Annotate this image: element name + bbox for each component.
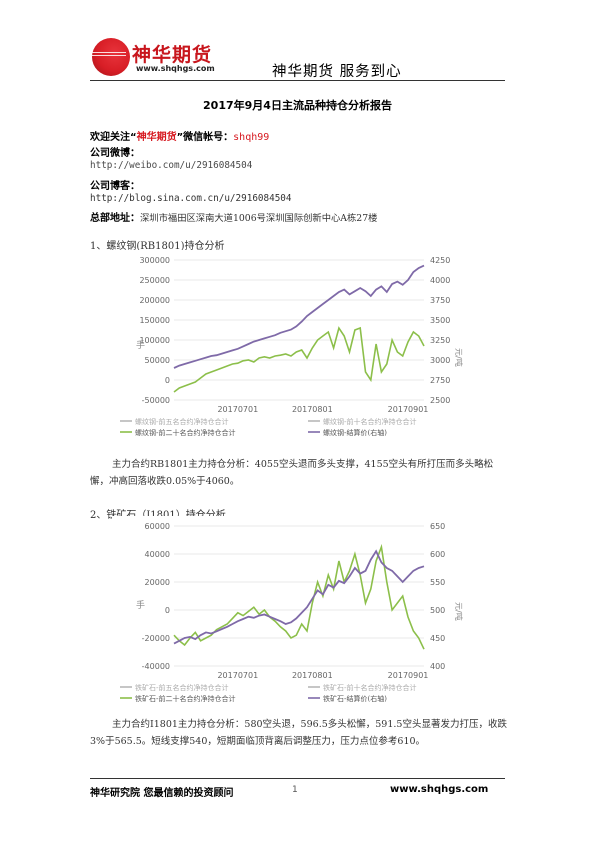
legend-label: 螺纹钢-结算价(右轴) <box>323 428 387 437</box>
y-right-axis-label: 元/吨 <box>454 602 464 621</box>
chart-series <box>173 264 425 393</box>
y-left-axis-label: 手 <box>136 599 145 611</box>
footer-website: www.shqhgs.com <box>390 784 489 795</box>
y-right-tick-label: 2750 <box>430 376 450 385</box>
series-line <box>173 549 425 645</box>
footer-tagline: 神华研究院 您最信赖的投资顾问 <box>90 788 234 799</box>
x-tick-label: 20170701 <box>217 405 258 414</box>
chart-legend: 螺纹钢-前五名合约净持仓合计 螺纹钢-前十名合约净持仓合计螺纹钢-前二十名合约净持… <box>120 417 417 437</box>
section-2-analysis: 主力合约I1801主力持仓分析：580空头退，596.5多头松懈，591.5空头… <box>90 719 507 747</box>
chart-series <box>173 543 425 650</box>
y-left-tick-label: -20000 <box>142 634 170 643</box>
y-left-tick-label: 300000 <box>139 256 170 265</box>
blog-label: 公司博客： <box>90 181 140 192</box>
y-left-tick-label: 20000 <box>145 578 170 587</box>
y-right-tick-label: 2500 <box>430 396 450 405</box>
y-right-tick-label: 600 <box>430 550 445 559</box>
wechat-prefix: 欢迎关注“ <box>90 132 137 143</box>
address-line: 总部地址：深圳市福田区深南大道1006号深圳国际创新中心A栋27楼 <box>90 209 377 224</box>
chart-x-ticks: 20170701 20170801 20170901 <box>217 405 428 414</box>
weibo-label: 公司微博： <box>90 148 140 159</box>
header-slogan: 神华期货 服务到心 <box>272 64 402 80</box>
y-right-axis-label: 元/吨 <box>454 348 464 367</box>
y-left-tick-label: 50000 <box>145 356 170 365</box>
chart-gridlines <box>174 259 424 401</box>
legend-label: 铁矿石-前十名合约净持仓合计 <box>323 683 417 692</box>
company-logo-mark <box>86 38 130 76</box>
section-1-heading: 1、螺纹钢(RB1801)持仓分析 <box>90 241 225 252</box>
company-logo-name: 神华期货 <box>132 44 213 66</box>
rebar-position-chart: -50000 0 50000 100000 150000 200000 250000 3000… <box>112 250 492 450</box>
y-left-tick-label: 100000 <box>139 336 170 345</box>
chart-legend: 铁矿石-前五名合约净持仓合计 铁矿石-前十名合约净持仓合计铁矿石-前二十名合约净持… <box>120 683 417 703</box>
company-logo-url: www.shqhgs.com <box>136 64 215 73</box>
y-left-tick-label: -40000 <box>142 662 170 671</box>
x-tick-label: 20170901 <box>388 405 429 414</box>
legend-label: 铁矿石-前二十名合约净持仓合计 <box>135 694 236 703</box>
series-line <box>173 543 425 650</box>
y-right-tick-label: 3500 <box>430 316 450 325</box>
series-line <box>173 326 425 393</box>
chart-background <box>112 516 492 716</box>
y-right-tick-label: 400 <box>430 662 445 671</box>
wechat-id: shqh99 <box>233 132 270 143</box>
series-line <box>173 264 425 369</box>
section-1-analysis: 主力合约RB1801主力持仓分析：4055空头退而多头支撑，4155空头有所打压… <box>90 459 494 487</box>
wechat-line: 欢迎关注“神华期货”微信帐号：shqh99 <box>90 128 269 143</box>
legend-label: 铁矿石-前五名合约净持仓合计 <box>135 683 229 692</box>
chart-right-ticks: 400 450 500 550 600 650 <box>430 522 445 671</box>
x-tick-label: 20170801 <box>292 405 333 414</box>
wechat-suffix: ”微信帐号： <box>176 132 234 143</box>
iron-ore-position-chart: -40000 -20000 0 20000 40000 60000 400 450 500 55… <box>112 516 492 716</box>
legend-label: 铁矿石-结算价(右轴) <box>323 694 387 703</box>
chart-left-ticks: -40000 -20000 0 20000 40000 60000 <box>142 522 170 671</box>
page-number: 1 <box>292 785 298 795</box>
y-left-axis-label: 手 <box>136 339 145 351</box>
y-left-tick-label: 250000 <box>139 276 170 285</box>
wechat-brand: 神华期货 <box>136 132 177 143</box>
legend-label: 螺纹钢-前五名合约净持仓合计 <box>135 417 229 426</box>
y-left-tick-label: 0 <box>165 376 170 385</box>
y-right-tick-label: 650 <box>430 522 445 531</box>
chart-left-ticks: -50000 0 50000 100000 150000 200000 250000 3000… <box>139 256 170 405</box>
document-title: 2017年9月4日主流品种持仓分析报告 <box>203 99 392 112</box>
y-right-tick-label: 3250 <box>430 336 450 345</box>
blog-link[interactable]: http://blog.sina.com.cn/u/2916084504 <box>90 193 292 204</box>
section-2-heading: 2、铁矿石（I1801）持仓分析 <box>90 510 226 521</box>
chart-x-ticks: 20170701 20170801 20170901 <box>217 671 428 680</box>
legend-label: 螺纹钢-前十名合约净持仓合计 <box>323 417 417 426</box>
x-tick-label: 20170701 <box>217 671 258 680</box>
y-right-tick-label: 4250 <box>430 256 450 265</box>
y-right-tick-label: 3000 <box>430 356 450 365</box>
chart-right-ticks: 2500 2750 3000 3250 3500 3750 4000 4250 <box>430 256 450 405</box>
y-left-tick-label: 60000 <box>145 522 170 531</box>
y-left-tick-label: 0 <box>165 606 170 615</box>
y-right-tick-label: 500 <box>430 606 445 615</box>
header-divider <box>90 80 505 81</box>
address-label: 总部地址： <box>90 213 140 224</box>
y-right-tick-label: 3750 <box>430 296 450 305</box>
y-right-tick-label: 4000 <box>430 276 450 285</box>
weibo-link[interactable]: http://weibo.com/u/2916084504 <box>90 160 253 171</box>
y-left-tick-label: 40000 <box>145 550 170 559</box>
y-left-tick-label: 150000 <box>139 316 170 325</box>
y-left-tick-label: -50000 <box>142 396 170 405</box>
x-tick-label: 20170801 <box>292 671 333 680</box>
footer-divider <box>90 778 505 779</box>
address-text: 深圳市福田区深南大道1006号深圳国际创新中心A栋27楼 <box>140 213 378 224</box>
x-tick-label: 20170901 <box>388 671 429 680</box>
y-right-tick-label: 450 <box>430 634 445 643</box>
y-left-tick-label: 200000 <box>139 296 170 305</box>
legend-label: 螺纹钢-前二十名合约净持仓合计 <box>135 428 236 437</box>
y-right-tick-label: 550 <box>430 578 445 587</box>
